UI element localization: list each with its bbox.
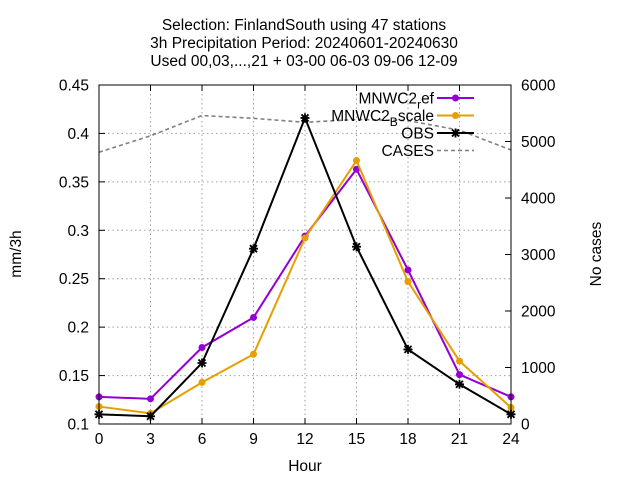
data-point	[250, 350, 257, 358]
legend-label: MNWC2ref	[359, 91, 435, 112]
x-tick-label: 24	[502, 431, 520, 448]
series-layer	[94, 113, 516, 421]
data-point	[198, 343, 206, 351]
legend-label: MNWC2Bscale	[331, 108, 434, 129]
data-point	[404, 278, 412, 286]
data-point	[353, 165, 360, 173]
legend-marker	[452, 112, 459, 119]
legend-entry: OBS	[401, 126, 474, 143]
y-tick-label: 0.4	[67, 126, 89, 143]
data-point	[300, 113, 310, 123]
y2-tick-label: 5000	[521, 134, 556, 151]
y2-tick-label: 1000	[521, 360, 556, 377]
title-line-1: Selection: FinlandSouth using 47 station…	[162, 17, 447, 34]
x-tick-label: 6	[198, 431, 207, 448]
legend-entry: MNWC2ref	[359, 91, 474, 112]
title-line-3: Used 00,03,...,21 + 03-00 06-03 09-06 12…	[150, 53, 457, 70]
legend-label-base: MNWC2	[359, 91, 418, 108]
title-line-2: 3h Precipitation Period: 20240601-202406…	[150, 35, 458, 52]
data-point	[197, 358, 207, 368]
data-point	[455, 379, 464, 389]
y-tick-label: 0.2	[67, 320, 89, 337]
y2-tick-label: 2000	[521, 304, 556, 321]
x-tick-label: 0	[95, 431, 104, 448]
data-point	[301, 234, 309, 242]
y-axis-label: mm/3h	[8, 230, 25, 277]
series-obs	[94, 113, 516, 421]
x-tick-label: 9	[249, 431, 258, 448]
legend-marker	[452, 94, 459, 102]
legend-label-base: CASES	[381, 143, 434, 160]
y2-axis-label: No cases	[588, 221, 605, 286]
x-axis-label: Hour	[288, 458, 322, 475]
legend-label-tail: scale	[398, 108, 434, 125]
chart-title: Selection: FinlandSouth using 47 station…	[150, 17, 458, 70]
y-tick-label: 0.15	[59, 368, 89, 385]
data-point	[352, 242, 361, 252]
y-tick-label: 0.45	[59, 78, 89, 95]
data-point	[250, 313, 257, 321]
legend-entry: MNWC2Bscale	[331, 108, 474, 129]
y-tick-label: 0.1	[67, 417, 89, 434]
legend-label-base: MNWC2	[331, 108, 390, 125]
legend-label-base: OBS	[401, 126, 434, 143]
y2-tick-label: 0	[521, 417, 530, 434]
y2-tick-label: 3000	[521, 247, 556, 264]
legend-label-subscript: r	[417, 98, 421, 112]
data-point	[147, 395, 154, 403]
data-point	[198, 378, 206, 386]
y-tick-label: 0.25	[59, 271, 89, 288]
data-point	[456, 371, 463, 379]
y2-tick-label: 6000	[521, 78, 556, 95]
x-tick-label: 12	[296, 431, 313, 448]
legend-label: CASES	[381, 143, 434, 160]
x-tick-label: 15	[348, 431, 365, 448]
axis-ticks: 0 3 6 9 12 15 18 21 24 0.1 0.15 0.2 0.25 0.3 0.35 0.4 0.…	[59, 78, 556, 449]
legend-entry: CASES	[381, 143, 474, 160]
y-tick-label: 0.35	[59, 174, 89, 191]
legend-label-subscript: B	[390, 115, 398, 129]
y2-tick-label: 4000	[521, 191, 556, 208]
x-tick-label: 21	[451, 431, 468, 448]
data-point	[403, 344, 413, 354]
plot-border	[98, 84, 512, 425]
y-tick-label: 0.3	[67, 223, 89, 240]
data-point	[249, 244, 258, 254]
legend-marker	[451, 128, 460, 138]
x-tick-label: 18	[399, 431, 416, 448]
data-point	[146, 411, 155, 421]
x-tick-label: 3	[146, 431, 155, 448]
grid	[99, 85, 511, 424]
data-point	[456, 357, 463, 365]
data-point	[404, 266, 412, 274]
legend-label: OBS	[401, 126, 434, 143]
series-mnwc2-bscale	[95, 157, 515, 417]
data-point	[353, 157, 360, 165]
legend-label-tail: ef	[421, 91, 435, 108]
